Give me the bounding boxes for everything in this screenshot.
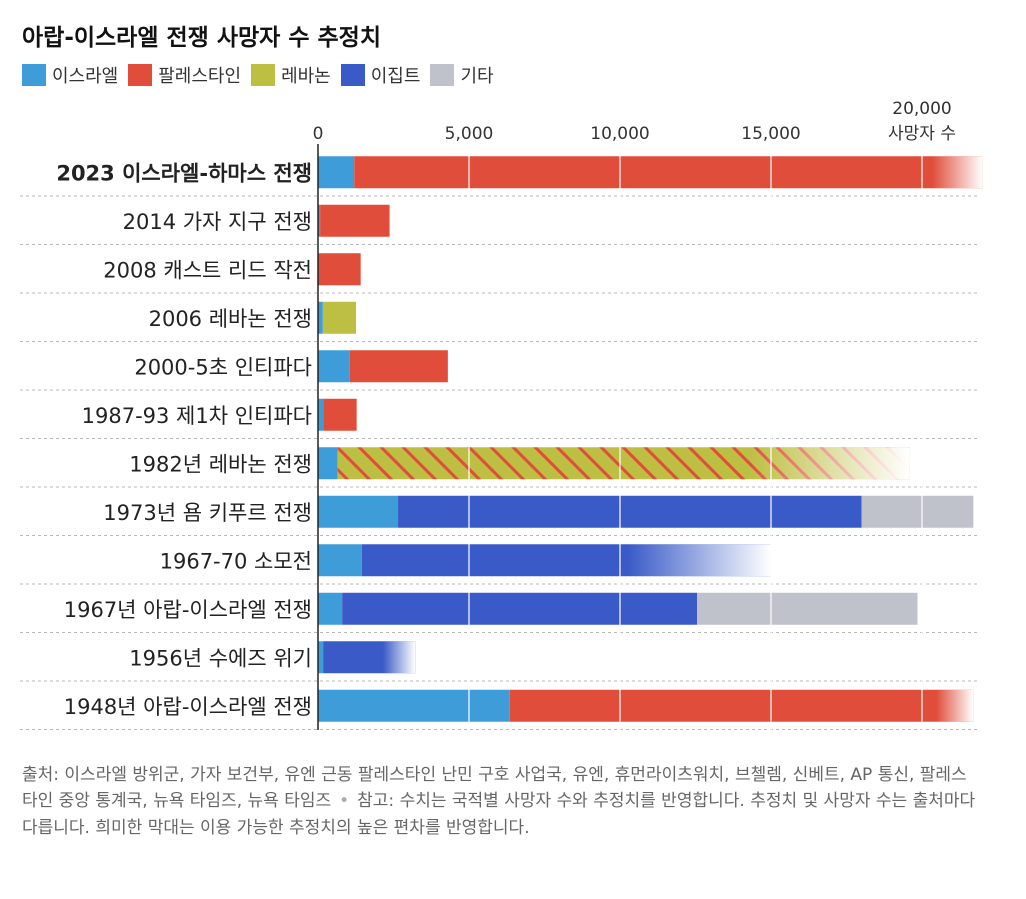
legend-swatch-lebanon (251, 64, 276, 86)
legend-item-egypt: 이집트 (340, 62, 421, 88)
bar-segment-israel (318, 641, 324, 674)
bar-segment-egypt (342, 592, 698, 625)
legend-label-egypt: 이집트 (370, 66, 421, 87)
bar-segment-lebanon (322, 301, 357, 334)
separator-dot: • (339, 791, 350, 812)
chart-title: 아랍-이스라엘 전쟁 사망자 수 추정치 (22, 25, 381, 51)
bar-fade-overlay (627, 544, 771, 577)
bar-fade-overlay (936, 689, 974, 722)
legend-item-israel: 이스라엘 (22, 62, 118, 88)
category-label: 1967-70 소모전 (160, 549, 312, 573)
bar-segment-israel (318, 350, 350, 383)
bar-fade-overlay (932, 156, 983, 189)
legend-label-palestine: 팔레스타인 (158, 66, 242, 87)
legend: 이스라엘 팔레스타인 레바논 이집트 기타 (22, 62, 504, 88)
bar-segment-israel (318, 544, 362, 577)
bar-segment-israel (318, 156, 355, 189)
bar-fade-overlay (383, 641, 416, 674)
x-tick-label: 20,000 (892, 99, 951, 119)
x-tick-label: 5,000 (445, 124, 494, 144)
bar-segment-other (861, 495, 974, 528)
category-label: 2023 이스라엘-하마스 전쟁 (56, 161, 312, 185)
legend-item-palestine: 팔레스타인 (128, 62, 241, 88)
bar-segment-palestine (323, 398, 357, 431)
bar-segment-palestine (354, 156, 983, 189)
legend-label-other: 기타 (460, 66, 494, 87)
bar-segment-israel (318, 447, 338, 480)
category-label: 1982년 레바논 전쟁 (129, 452, 312, 476)
legend-label-lebanon: 레바논 (281, 66, 331, 87)
bar-segment-other (697, 592, 918, 625)
category-label: 1973년 욤 키푸르 전쟁 (103, 501, 312, 525)
x-tick-label: 15,000 (741, 124, 800, 144)
bar-chart: 2023 이스라엘-하마스 전쟁 2014 가자 지구 전쟁 2008 캐스트 리드… (20, 99, 983, 730)
note-text: 참고: 수치는 국적별 사망자 수와 추정치를 반영합니다. 추정치 및 사망자… (22, 791, 976, 838)
category-label: 1967년 아랍-이스라엘 전쟁 (64, 598, 312, 622)
bar-segment-israel (318, 495, 399, 528)
bar-segment-israel (318, 592, 343, 625)
category-label: 2014 가자 지구 전쟁 (123, 210, 312, 234)
source-text: 출처: 이스라엘 방위군, 가자 보건부, 유엔 근동 팔레스타인 난민 구호 … (22, 765, 967, 812)
legend-swatch-egypt (340, 64, 365, 86)
legend-swatch-israel (22, 64, 46, 86)
bar-segment-israel (318, 398, 324, 431)
bar-segment-israel (318, 301, 323, 334)
x-tick-label: 10,000 (590, 124, 649, 144)
bar-segment-palestine (509, 689, 974, 722)
legend-label-israel: 이스라엘 (52, 66, 119, 87)
bar-segment-israel (318, 204, 321, 237)
legend-swatch-other (430, 64, 455, 86)
category-label: 1987-93 제1차 인티파다 (82, 404, 312, 428)
legend-swatch-palestine (128, 64, 153, 86)
category-label: 2006 레바논 전쟁 (149, 307, 312, 331)
bar-segment-palestine (320, 204, 390, 237)
x-axis-unit-label: 사망자 수 (888, 124, 956, 144)
bar-segment-egypt (398, 495, 862, 528)
chart-footer: 출처: 이스라엘 방위군, 가자 보건부, 유엔 근동 팔레스타인 난민 구호 … (22, 762, 982, 841)
bar-segment-palestine (318, 253, 361, 286)
category-label: 1956년 수에즈 위기 (129, 646, 312, 670)
category-label: 2000-5초 인티파다 (134, 355, 312, 379)
x-tick-label: 0 (313, 124, 324, 144)
category-label: 2008 캐스트 리드 작전 (103, 258, 312, 282)
bar-segment-palestine (349, 350, 448, 383)
bar-fade-overlay (749, 447, 910, 480)
legend-item-lebanon: 레바논 (251, 62, 331, 88)
category-label: 1948년 아랍-이스라엘 전쟁 (64, 695, 312, 719)
legend-item-other: 기타 (430, 62, 494, 88)
bar-segment-israel (318, 689, 510, 722)
